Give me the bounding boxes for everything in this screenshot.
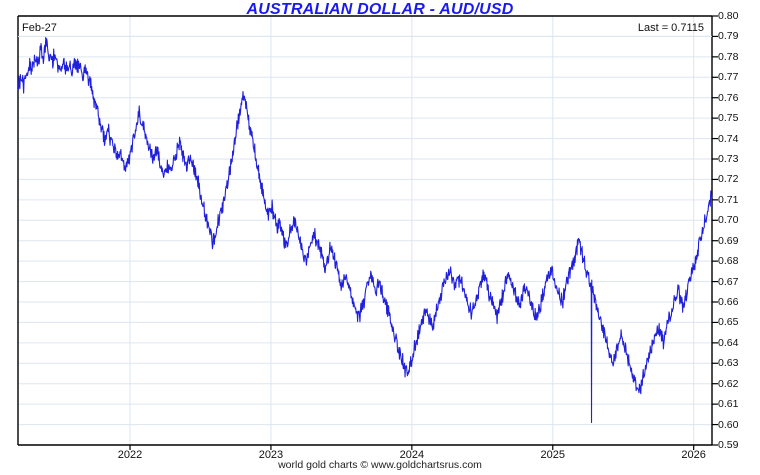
y-tick-label: 0.72 (718, 173, 739, 186)
x-tick-label: 2022 (117, 449, 143, 461)
footer-credit: world gold charts © www.goldchartsrus.co… (278, 459, 482, 471)
last-value-label: Last = 0.7115 (637, 22, 704, 34)
y-tick-label: 0.76 (718, 91, 739, 104)
y-tick-label: 0.62 (718, 377, 739, 390)
y-tick-label: 0.69 (718, 234, 739, 247)
price-line-aud-usd (17, 36, 713, 424)
y-tick-label: 0.75 (718, 112, 739, 125)
x-tick-label: 2025 (540, 449, 566, 461)
y-tick-label: 0.79 (718, 30, 739, 43)
y-tick-label: 0.77 (718, 71, 739, 84)
y-tick-label: 0.78 (718, 50, 739, 63)
y-tick-label: 0.61 (718, 398, 739, 411)
y-tick-label: 0.59 (718, 439, 739, 451)
y-tick-label: 0.60 (718, 418, 739, 431)
y-tick-label: 0.63 (718, 357, 739, 370)
y-tick-label: 0.68 (718, 255, 739, 268)
y-tick-label: 0.70 (718, 214, 739, 227)
chart-title: AUSTRALIAN DOLLAR - AUD/USD (246, 1, 514, 18)
y-tick-label: 0.64 (718, 336, 739, 349)
y-tick-label: 0.66 (718, 296, 739, 308)
x-tick-label: 2026 (681, 449, 706, 461)
y-tick-label: 0.74 (718, 132, 739, 145)
x-tick-label: 2024 (399, 449, 425, 461)
y-tick-label: 0.65 (718, 316, 739, 329)
y-tick-label: 0.67 (718, 275, 739, 288)
x-tick-label: 2023 (258, 449, 284, 461)
period-label: Feb-27 (22, 22, 57, 34)
y-tick-label: 0.71 (718, 193, 739, 206)
y-tick-label: 0.73 (718, 153, 739, 165)
y-tick-label: 0.80 (718, 10, 739, 22)
plot-background (18, 16, 712, 445)
